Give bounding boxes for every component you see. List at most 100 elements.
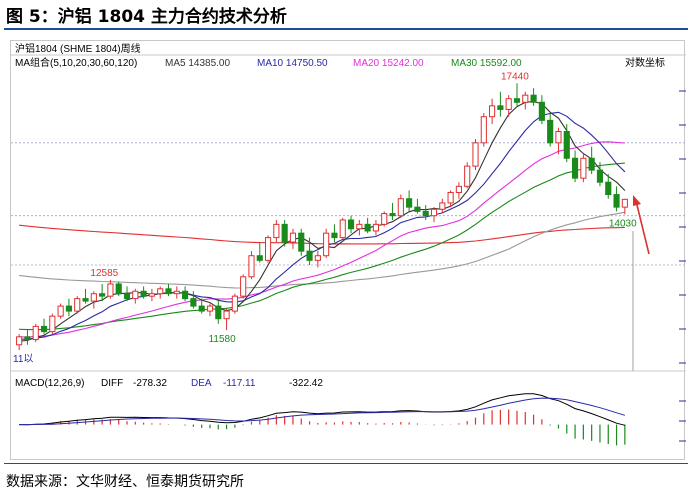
candle-body bbox=[364, 223, 371, 232]
candle-body bbox=[613, 194, 620, 208]
candle-body bbox=[472, 142, 479, 167]
candle-body bbox=[538, 101, 545, 121]
last-low-annotation: 14030 bbox=[609, 218, 637, 229]
candle-body bbox=[289, 232, 297, 243]
candle-body bbox=[198, 305, 205, 312]
ma60-line bbox=[19, 211, 626, 289]
candle-body bbox=[414, 206, 421, 212]
high-annotation: 17440 bbox=[501, 71, 529, 82]
candle-body bbox=[530, 94, 537, 103]
trend-arrow bbox=[633, 195, 650, 255]
candle-body bbox=[40, 325, 48, 333]
footer-rule bbox=[4, 463, 688, 464]
candle-body bbox=[256, 255, 263, 261]
macd-panel bbox=[19, 393, 686, 446]
candle-body bbox=[115, 283, 122, 295]
macd-dea-label: DEA bbox=[191, 378, 212, 389]
low-annotation: 11580 bbox=[209, 334, 237, 345]
candle-body bbox=[57, 305, 64, 317]
candle-body bbox=[356, 223, 363, 230]
price-gridlines bbox=[11, 90, 686, 371]
candlesticks bbox=[16, 83, 628, 351]
title-rule bbox=[4, 28, 688, 30]
start-annotation: 11以 bbox=[13, 354, 33, 365]
data-source: 数据来源：文华财经、恒泰期货研究所 bbox=[6, 474, 244, 490]
candle-body bbox=[439, 202, 446, 210]
candle-body bbox=[24, 336, 31, 340]
candle-body bbox=[555, 130, 562, 144]
candle-body bbox=[65, 305, 73, 312]
candle-body bbox=[372, 223, 380, 232]
candle-body bbox=[447, 191, 454, 204]
ma5-line bbox=[19, 100, 626, 342]
macd-diff-label: DIFF bbox=[101, 378, 123, 389]
candle-body bbox=[90, 293, 97, 302]
candle-body bbox=[397, 198, 404, 217]
ma5-legend: MA5 14385.00 bbox=[165, 58, 230, 69]
candle-body bbox=[339, 219, 346, 239]
candle-body bbox=[231, 295, 238, 312]
macd-diff-value: -278.32 bbox=[133, 378, 167, 389]
candle-body bbox=[32, 325, 39, 340]
moving-average-lines bbox=[19, 100, 626, 342]
candle-body bbox=[82, 298, 89, 302]
candle-body bbox=[489, 105, 496, 118]
candle-body bbox=[273, 223, 280, 239]
candle-body bbox=[190, 298, 197, 307]
candle-body bbox=[157, 288, 164, 295]
candle-body bbox=[148, 293, 155, 297]
chart-header: 沪铝1804 (SHME 1804)周线 bbox=[15, 42, 141, 55]
macd-legend-label: MACD(12,26,9) bbox=[15, 378, 84, 389]
candle-body bbox=[173, 290, 180, 295]
candle-body bbox=[563, 130, 570, 159]
candle-body bbox=[306, 250, 313, 261]
candle-body bbox=[406, 198, 413, 208]
price-chart: 沪铝1804 (SHME 1804)周线 MA组合(5,10,20,30,60,… bbox=[11, 42, 686, 446]
candle-body bbox=[215, 305, 222, 320]
candle-body bbox=[547, 119, 554, 144]
candle-body bbox=[323, 232, 330, 257]
macd-value: -322.42 bbox=[289, 378, 323, 389]
candle-body bbox=[49, 315, 56, 333]
candle-body bbox=[497, 105, 504, 110]
chart-panel: 沪铝1804 (SHME 1804)周线 MA组合(5,10,20,30,60,… bbox=[10, 40, 686, 460]
ma20-line bbox=[19, 141, 625, 338]
candle-body bbox=[74, 298, 81, 312]
candle-body bbox=[248, 255, 255, 278]
ma120-line bbox=[19, 224, 625, 245]
candle-body bbox=[165, 288, 172, 295]
candle-body bbox=[464, 165, 471, 187]
candle-body bbox=[223, 310, 230, 320]
candle-body bbox=[264, 237, 272, 261]
log-scale-label[interactable]: 对数坐标 bbox=[625, 56, 665, 69]
candle-body bbox=[513, 98, 521, 103]
candle-body bbox=[605, 181, 612, 196]
candle-body bbox=[240, 276, 247, 297]
ma-legend-label: MA组合(5,10,20,30,60,120) bbox=[15, 56, 137, 69]
candle-body bbox=[571, 157, 579, 179]
ma20-legend: MA20 15242.00 bbox=[353, 58, 424, 69]
ma10-line bbox=[19, 111, 626, 340]
candle-body bbox=[505, 98, 512, 110]
candle-body bbox=[588, 157, 595, 171]
figure-title: 图 5：沪铝 1804 主力合约技术分析 bbox=[6, 7, 287, 27]
macd-dea-value: -117.11 bbox=[223, 378, 256, 389]
macd-dea-line bbox=[19, 397, 626, 426]
candle-body bbox=[347, 219, 355, 230]
candle-body bbox=[596, 169, 604, 183]
candle-body bbox=[182, 290, 189, 300]
candle-body bbox=[123, 293, 131, 300]
candle-body bbox=[381, 213, 388, 225]
candle-body bbox=[331, 232, 338, 239]
ma30-line bbox=[19, 162, 625, 331]
candle-body bbox=[480, 116, 487, 144]
candle-body bbox=[99, 293, 106, 297]
candle-body bbox=[430, 208, 438, 217]
candle-body bbox=[281, 223, 288, 243]
candle-body bbox=[206, 305, 214, 312]
ma30-legend: MA30 15592.00 bbox=[451, 58, 522, 69]
candle-body bbox=[298, 232, 305, 252]
candle-body bbox=[621, 198, 628, 208]
candle-body bbox=[16, 336, 23, 346]
mid-high-annotation: 12585 bbox=[90, 268, 118, 279]
